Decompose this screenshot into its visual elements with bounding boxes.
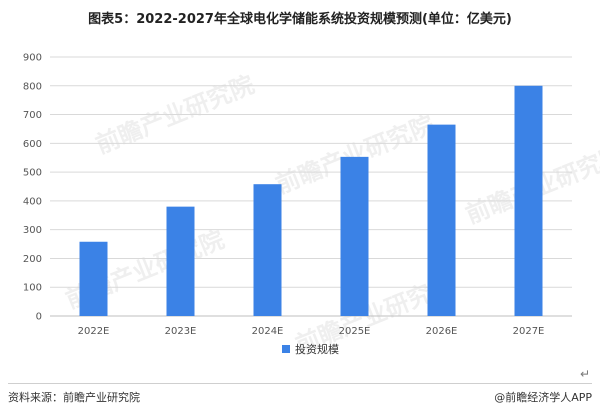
y-tick-label: 100 <box>23 283 42 294</box>
footer-divider <box>8 383 592 384</box>
y-tick-label: 200 <box>23 254 42 265</box>
x-tick-label: 2022E <box>78 326 110 337</box>
x-tick-label: 2026E <box>426 326 458 337</box>
y-tick-label: 300 <box>23 225 42 236</box>
bar <box>79 241 108 316</box>
x-tick-label: 2027E <box>513 326 545 337</box>
x-tick-label: 2025E <box>339 326 371 337</box>
bar <box>340 156 369 316</box>
y-tick-label: 400 <box>23 196 42 207</box>
bar <box>166 206 195 316</box>
legend-swatch <box>282 345 290 353</box>
brand-credit: @前瞻经济学人APP <box>494 391 592 404</box>
return-icon: ↵ <box>579 367 590 381</box>
y-tick-label: 0 <box>36 312 42 323</box>
y-tick-label: 900 <box>23 53 42 64</box>
y-tick-label: 800 <box>23 81 42 92</box>
y-tick-label: 700 <box>23 110 42 121</box>
bar <box>253 184 282 316</box>
y-tick-label: 600 <box>23 139 42 150</box>
y-tick-label: 500 <box>23 168 42 179</box>
source-note: 资料来源：前瞻产业研究院 <box>8 391 140 404</box>
legend-label: 投资规模 <box>295 342 339 356</box>
x-tick-label: 2023E <box>165 326 197 337</box>
x-tick-label: 2024E <box>252 326 284 337</box>
chart-title: 图表5：2022-2027年全球电化学储能系统投资规模预测(单位：亿美元) <box>88 12 512 27</box>
bar <box>514 85 543 317</box>
bar <box>427 124 456 316</box>
